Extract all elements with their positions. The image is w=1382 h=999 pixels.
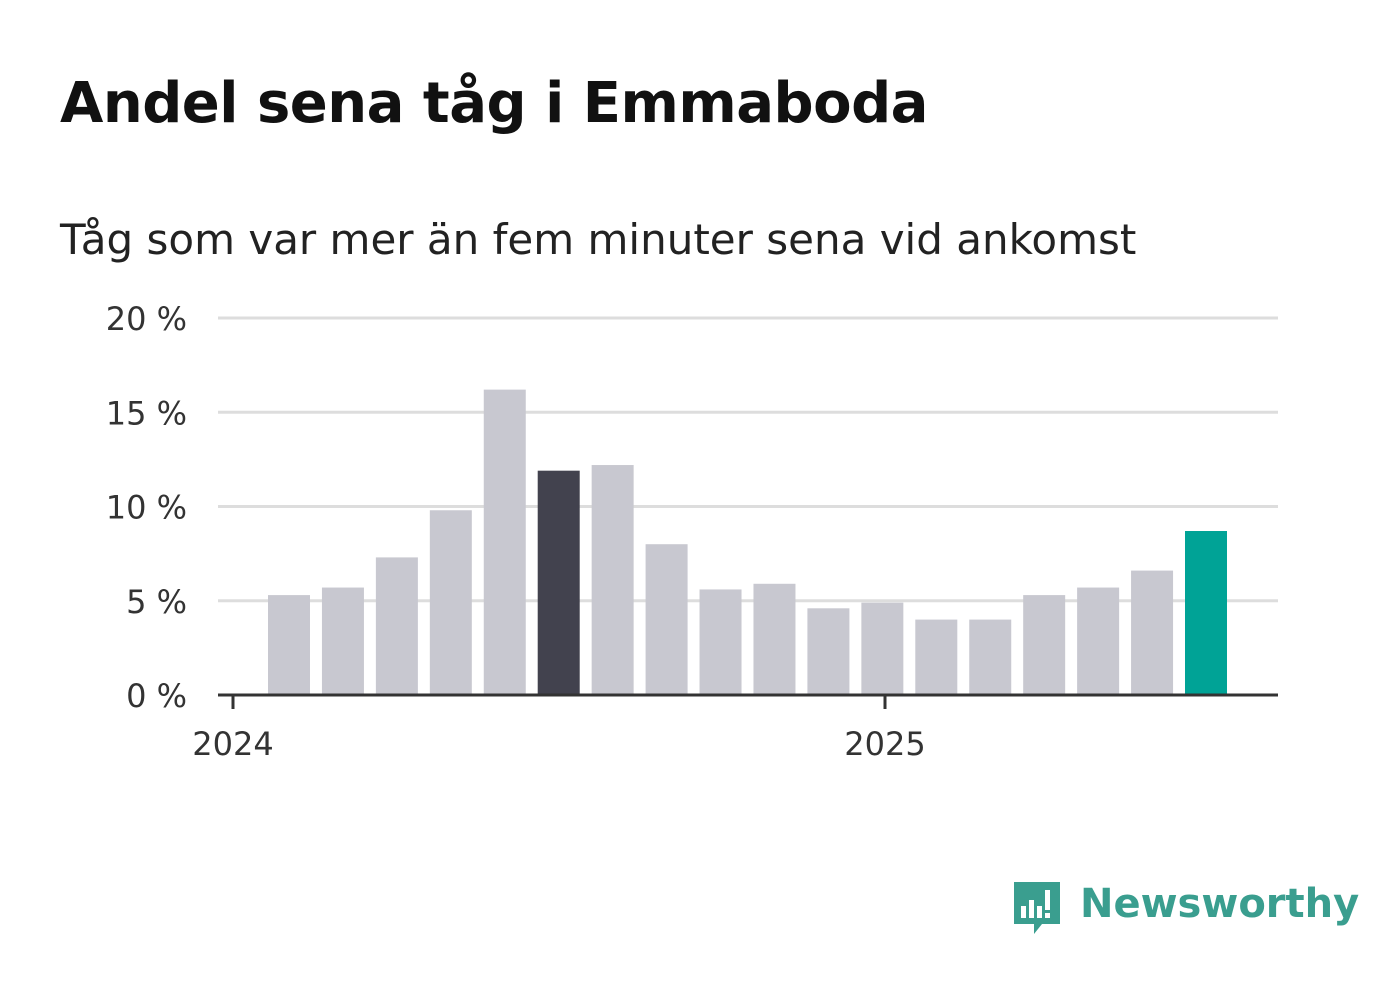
newsworthy-logo-icon (1014, 882, 1060, 934)
bar[interactable] (645, 544, 688, 695)
bar[interactable] (807, 608, 850, 695)
x-tick-label: 2024 (192, 725, 273, 763)
bar[interactable] (429, 510, 472, 695)
bar[interactable] (699, 589, 742, 695)
bar[interactable] (483, 389, 526, 695)
brand-name: Newsworthy (1080, 881, 1360, 927)
bar[interactable] (969, 619, 1012, 695)
bar[interactable] (537, 470, 580, 695)
bar[interactable] (268, 595, 310, 695)
bar[interactable] (1023, 595, 1066, 695)
x-tick-label: 2025 (844, 725, 925, 763)
bars (268, 389, 1227, 695)
bar[interactable] (915, 619, 958, 695)
y-tick-label: 0 % (126, 677, 187, 715)
bar[interactable] (753, 583, 796, 695)
chart-subtitle: Tåg som var mer än fem minuter sena vid … (60, 215, 1137, 264)
y-tick-label: 15 % (106, 394, 187, 432)
bar[interactable] (591, 465, 634, 695)
y-tick-label: 5 % (126, 583, 187, 621)
chart-title: Andel sena tåg i Emmaboda (60, 71, 928, 136)
axes: 0 % 5 % 10 % 15 % 20 % 2024 2025 (106, 300, 1278, 763)
bar[interactable] (321, 587, 364, 695)
y-tick-label: 10 % (106, 489, 187, 527)
bar[interactable] (1077, 587, 1120, 695)
bar[interactable] (1185, 531, 1227, 695)
bar[interactable] (1131, 570, 1174, 695)
y-tick-label: 20 % (106, 300, 187, 338)
bar[interactable] (861, 602, 904, 695)
bar[interactable] (375, 557, 418, 695)
newsworthy-logo[interactable]: Newsworthy (1008, 876, 1359, 942)
